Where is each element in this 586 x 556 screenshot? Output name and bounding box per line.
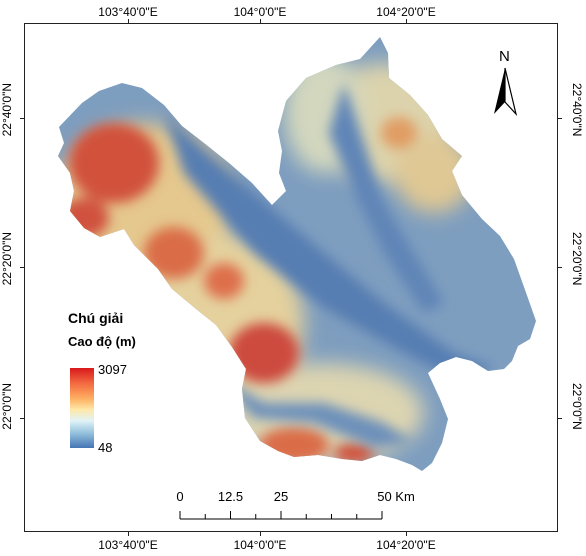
scale-bar-label: 0 <box>176 489 184 504</box>
lat-label-right-1-text: 22°40'0"N <box>570 83 584 137</box>
lat-label-left-1-text: 22°40'0"N <box>0 83 14 137</box>
legend-subtitle: Cao độ (m) <box>68 334 136 349</box>
lat-label-right-3: 22°0'0"N <box>570 383 586 473</box>
tick-top-1 <box>128 19 129 23</box>
north-arrow: N <box>488 48 522 118</box>
tick-bottom-2 <box>260 532 261 536</box>
lon-label-top-3: 104°20'0"E <box>376 5 436 19</box>
tick-right-1 <box>558 118 562 119</box>
tick-left-1 <box>20 118 24 119</box>
lon-label-top-1: 103°40'0"E <box>98 5 158 19</box>
legend-max-value: 3097 <box>98 362 127 377</box>
lat-label-right-3-text: 22°0'0"N <box>570 383 584 430</box>
lon-label-bottom-1: 103°40'0"E <box>98 538 158 552</box>
tick-left-3 <box>20 418 24 419</box>
scale-bar-label: 50 Km <box>377 489 415 504</box>
scale-bar-label: 12.5 <box>217 489 244 504</box>
tick-right-2 <box>558 267 562 268</box>
lat-label-right-1: 22°40'0"N <box>570 83 586 173</box>
north-label: N <box>499 48 510 65</box>
tick-top-2 <box>260 19 261 23</box>
tick-left-2 <box>20 267 24 268</box>
lat-label-left-3-text: 22°0'0"N <box>0 383 14 430</box>
lat-label-left-2-text: 22°20'0"N <box>0 232 14 286</box>
lat-label-left-1: 22°40'0"N <box>0 83 16 173</box>
lon-label-bottom-2: 104°0'0"E <box>233 538 287 552</box>
lat-label-left-3: 22°0'0"N <box>0 383 16 473</box>
elevation-map <box>58 37 536 471</box>
legend-title: Chú giải <box>68 310 124 326</box>
elevation-color-ramp <box>70 368 94 448</box>
scale-bar-label: 25 <box>273 489 289 504</box>
lon-label-bottom-3: 104°20'0"E <box>376 538 436 552</box>
lat-label-left-2: 22°20'0"N <box>0 232 16 322</box>
lat-label-right-2-text: 22°20'0"N <box>570 232 584 286</box>
north-arrow-icon <box>494 67 518 117</box>
scale-bar <box>179 511 383 520</box>
tick-right-3 <box>558 418 562 419</box>
lat-label-right-2: 22°20'0"N <box>570 232 586 322</box>
legend-min-value: 48 <box>98 440 113 455</box>
tick-bottom-3 <box>406 532 407 536</box>
tick-top-3 <box>406 19 407 23</box>
lon-label-top-2: 104°0'0"E <box>233 5 287 19</box>
tick-bottom-1 <box>128 532 129 536</box>
